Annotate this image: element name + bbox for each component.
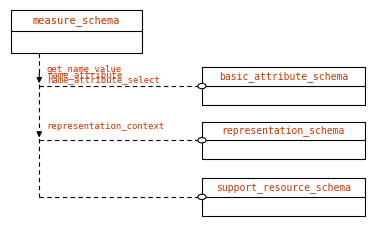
Bar xyxy=(202,67,365,105)
Text: get_name_value: get_name_value xyxy=(47,65,122,74)
Bar xyxy=(11,10,142,53)
Text: representation_schema: representation_schema xyxy=(222,126,345,136)
Text: name_attribute: name_attribute xyxy=(47,70,122,79)
Circle shape xyxy=(198,194,206,200)
Text: basic_attribute_schema: basic_attribute_schema xyxy=(219,71,348,82)
Text: representation_context: representation_context xyxy=(47,122,165,131)
Circle shape xyxy=(198,138,206,143)
Circle shape xyxy=(198,83,206,89)
Text: name_attribute_select: name_attribute_select xyxy=(47,75,160,84)
Text: support_resource_schema: support_resource_schema xyxy=(216,182,351,193)
Bar xyxy=(202,122,365,159)
Bar xyxy=(202,178,365,216)
Text: measure_schema: measure_schema xyxy=(33,15,120,26)
